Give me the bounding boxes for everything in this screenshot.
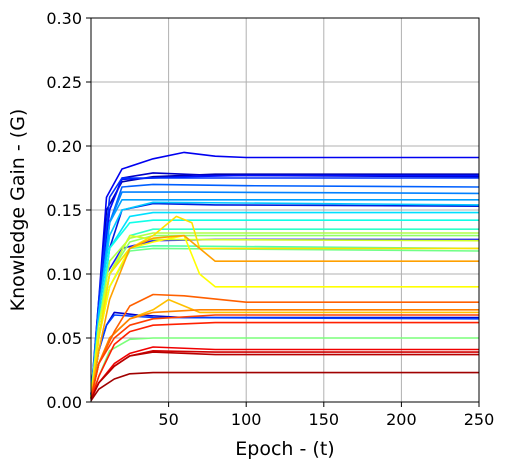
y-axis-title: Knowledge Gain - (G)	[7, 109, 29, 312]
series-line	[90, 321, 479, 400]
series-line	[90, 371, 479, 402]
grid-layer	[91, 17, 480, 403]
y-tick-label: 0.05	[46, 329, 82, 348]
x-tick-label: 100	[231, 410, 262, 429]
series-line	[90, 234, 480, 397]
y-tick-label: 0.20	[46, 137, 82, 156]
series-line	[90, 201, 480, 396]
series-line	[90, 245, 480, 398]
x-tick-label: 150	[309, 410, 340, 429]
series-line	[90, 314, 479, 399]
series-line	[90, 337, 479, 399]
series-line	[90, 191, 480, 396]
x-axis-title: Epoch - (t)	[235, 438, 334, 460]
x-tick-label: 50	[158, 410, 178, 429]
tick-layer: 50 100 150 200 250 0.00 0.05 0.10 0.15 0.20 0.25 0.…	[46, 9, 494, 429]
series-line	[90, 215, 479, 398]
series-line	[90, 173, 479, 396]
series-line	[90, 174, 479, 396]
series-line	[90, 314, 480, 399]
y-tick-label: 0.25	[46, 73, 82, 92]
series-layer	[90, 151, 480, 402]
series-line	[90, 183, 480, 396]
x-tick-label: 200	[386, 410, 417, 429]
series-line	[90, 349, 479, 400]
y-tick-label: 0.00	[46, 393, 82, 412]
series-line	[90, 351, 479, 400]
y-tick-label: 0.15	[46, 201, 82, 220]
y-tick-label: 0.10	[46, 265, 82, 284]
x-tick-label: 250	[464, 410, 495, 429]
series-line	[90, 234, 479, 399]
y-tick-label: 0.30	[46, 9, 82, 28]
series-line	[90, 177, 479, 396]
series-line	[90, 151, 479, 396]
